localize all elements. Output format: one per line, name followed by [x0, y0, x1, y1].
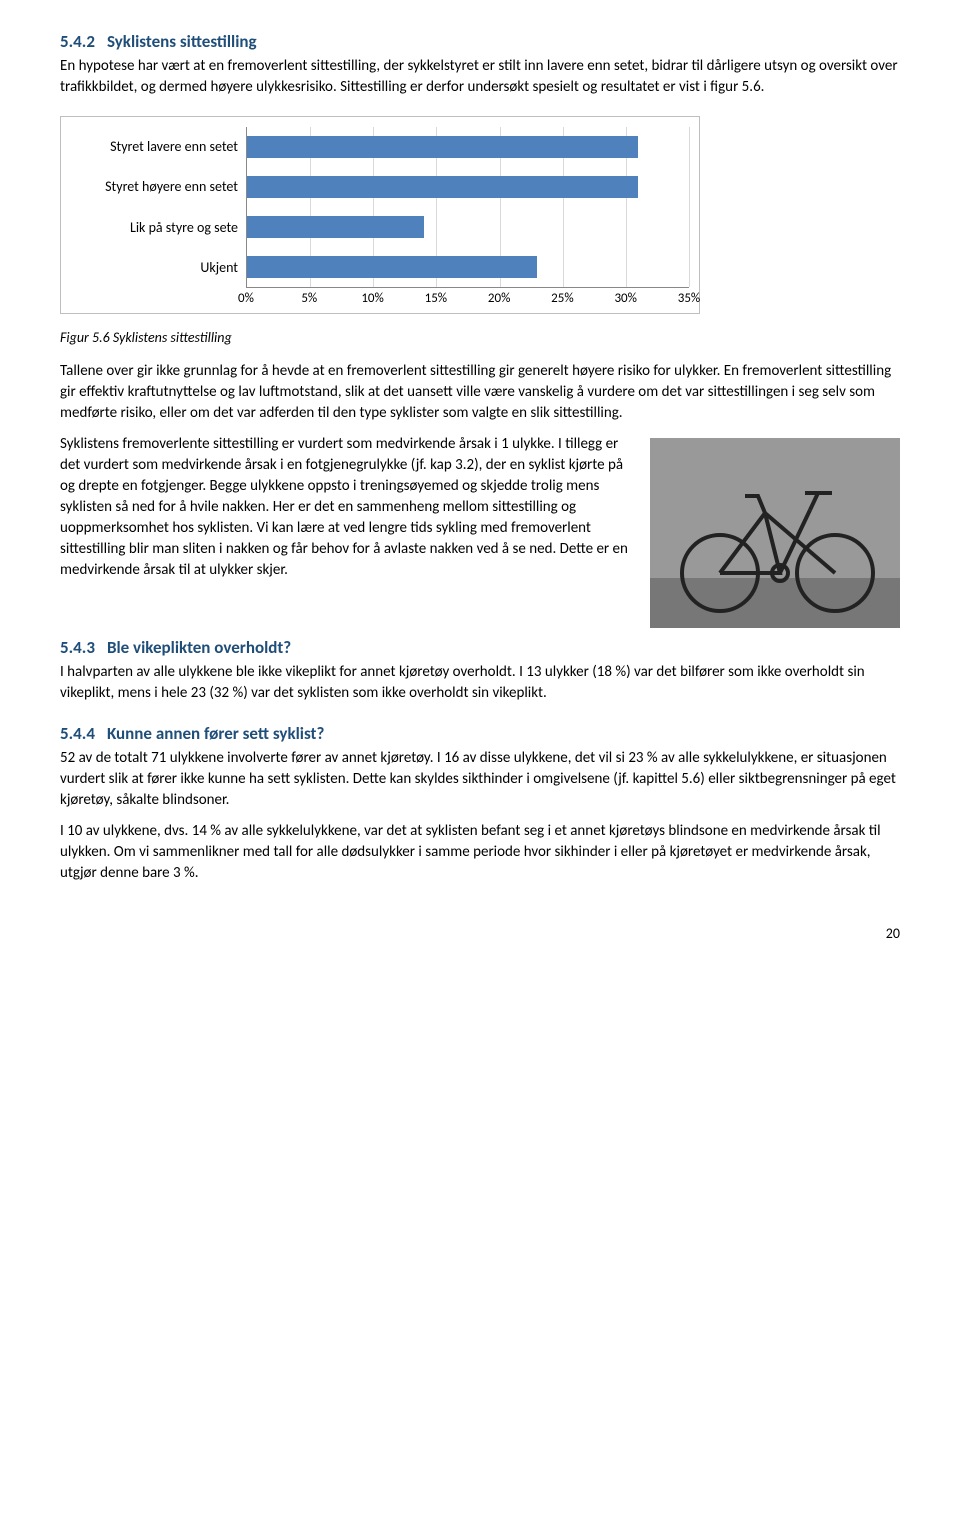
chart-x-tick-label: 0%	[238, 290, 254, 308]
chart-x-tick-label: 20%	[488, 290, 510, 308]
chart-x-tick-label: 15%	[425, 290, 447, 308]
chart-category-label: Ukjent	[71, 258, 238, 278]
bar-chart: Styret lavere enn setet Styret høyere enn…	[71, 127, 689, 288]
heading-5-4-2: 5.4.2 Syklistens sittestilling	[60, 30, 900, 54]
heading-num: 5.4.3	[60, 637, 95, 658]
chart-bars	[247, 127, 689, 287]
chart-category-label: Styret lavere enn setet	[71, 137, 238, 157]
paragraph: 52 av de totalt 71 ulykkene involverte f…	[60, 748, 900, 811]
chart-category-label: Lik på styre og sete	[71, 218, 238, 238]
chart-x-tick-label: 25%	[551, 290, 573, 308]
paragraph: En hypotese har vært at en fremoverlent …	[60, 56, 900, 98]
chart-bar	[247, 136, 638, 158]
paragraph: I 10 av ulykkene, dvs. 14 % av alle sykk…	[60, 821, 900, 884]
bicycle-photo	[650, 438, 900, 628]
chart-x-labels: 0%5%10%15%20%25%30%35%	[246, 288, 689, 308]
figure-caption: Figur 5.6 Syklistens sittestilling	[60, 328, 900, 348]
paragraph: Tallene over gir ikke grunnlag for å hev…	[60, 361, 900, 424]
chart-x-tick-label: 30%	[614, 290, 636, 308]
heading-5-4-3: 5.4.3 Ble vikeplikten overholdt?	[60, 636, 900, 660]
chart-x-tick-label: 10%	[361, 290, 383, 308]
chart-bar	[247, 176, 638, 198]
chart-category-label: Styret høyere enn setet	[71, 177, 238, 197]
page-number: 20	[60, 924, 900, 944]
chart-y-labels: Styret lavere enn setet Styret høyere enn…	[71, 127, 246, 288]
heading-num: 5.4.2	[60, 31, 95, 52]
chart-bar	[247, 256, 537, 278]
chart-bar	[247, 216, 424, 238]
chart-x-tick-label: 5%	[301, 290, 317, 308]
heading-num: 5.4.4	[60, 723, 95, 744]
chart-gridline	[689, 127, 690, 287]
heading-title: Ble vikeplikten overholdt?	[107, 637, 291, 658]
chart-container: Styret lavere enn setet Styret høyere enn…	[60, 116, 700, 314]
heading-title: Kunne annen fører sett syklist?	[107, 723, 324, 744]
heading-5-4-4: 5.4.4 Kunne annen fører sett syklist?	[60, 722, 900, 746]
chart-x-tick-label: 35%	[678, 290, 700, 308]
heading-title: Syklistens sittestilling	[107, 31, 257, 52]
paragraph: I halvparten av alle ulykkene ble ikke v…	[60, 662, 900, 704]
chart-plot	[246, 127, 689, 288]
bicycle-icon	[650, 438, 900, 628]
